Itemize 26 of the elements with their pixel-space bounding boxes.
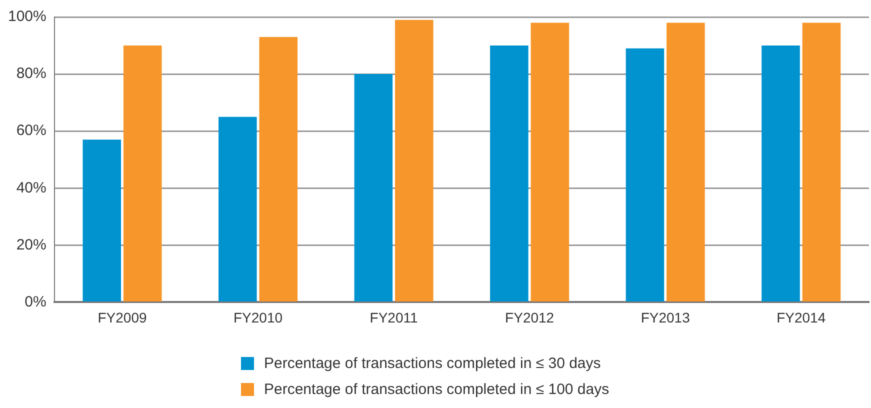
y-tick-label: 40% (16, 179, 46, 196)
x-tick-label: FY2010 (234, 309, 283, 326)
bar (395, 20, 434, 302)
y-tick-label: 100% (8, 8, 46, 26)
bar (802, 22, 841, 302)
bar (354, 74, 393, 302)
y-tick-label: 0% (24, 293, 46, 310)
bar (626, 48, 664, 302)
x-tick-label: FY2011 (370, 309, 418, 326)
bar (490, 46, 528, 302)
bar (259, 36, 298, 302)
bar (123, 46, 162, 302)
legend-label: Percentage of transactions completed in ≤ 30 days (264, 354, 601, 372)
bar (666, 22, 705, 302)
y-tick-label: 60% (16, 122, 46, 140)
legend-label: Percentage of transactions completed in ≤ 100 days (264, 380, 610, 398)
x-tick-label: FY2013 (640, 309, 690, 326)
y-tick-label: 80% (16, 65, 46, 82)
bar (82, 140, 122, 302)
x-tick-label: FY2009 (98, 309, 147, 326)
x-tick-label: FY2012 (505, 309, 554, 326)
bar (218, 116, 257, 302)
bar (762, 46, 800, 302)
y-tick-label: 20% (16, 236, 46, 254)
x-tick-label: FY2014 (776, 309, 826, 326)
bar (530, 22, 570, 302)
